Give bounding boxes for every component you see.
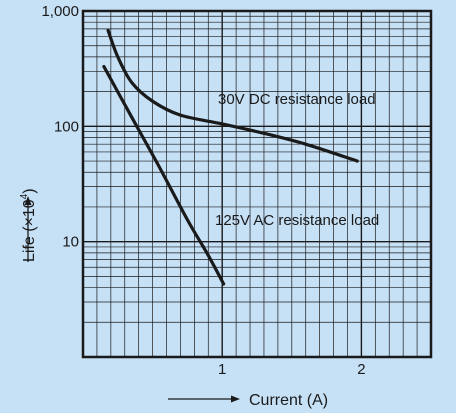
y-tick-label: 10 — [62, 234, 79, 251]
y-axis-arrow — [24, 196, 32, 262]
y-axis-title-text: Life (×10 — [21, 199, 38, 262]
series-annotation-2: 125V AC resistance load — [215, 212, 379, 229]
grid — [83, 11, 431, 357]
plot-frame — [81, 9, 433, 359]
series-line-2 — [102, 64, 226, 286]
x-axis-arrow — [168, 395, 240, 403]
svg-text:Life (×104): Life (×104) — [19, 188, 38, 262]
annotations: 30V DC resistance load 125V AC resistance… — [215, 91, 379, 229]
x-tick-label: 1 — [218, 361, 226, 378]
series-lines — [102, 28, 359, 286]
y-axis-title: Life (×104) — [19, 188, 38, 262]
x-axis-title: Current (A) — [249, 392, 328, 409]
x-tick-label: 2 — [357, 361, 365, 378]
series-annotation-1: 30V DC resistance load — [218, 91, 376, 108]
ticks: 10 100 1,000 1 2 — [41, 3, 365, 378]
y-tick-label: 1,000 — [41, 3, 79, 20]
y-tick-label: 100 — [54, 118, 79, 135]
y-axis-title-exponent: 4 — [19, 193, 30, 199]
series-line-1 — [106, 28, 359, 163]
y-axis-title-close: ) — [21, 188, 38, 193]
